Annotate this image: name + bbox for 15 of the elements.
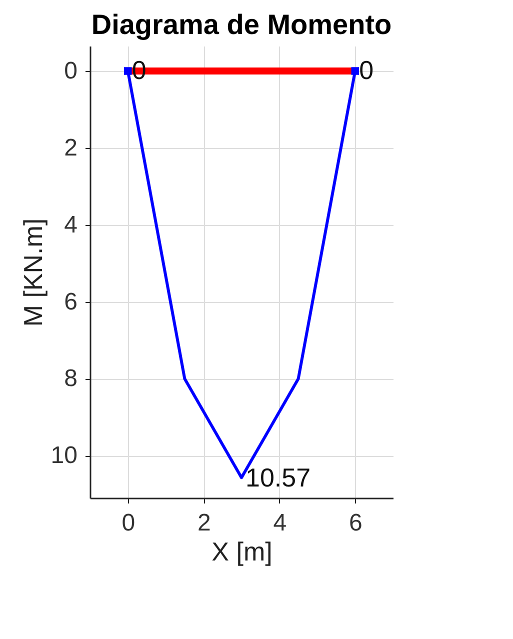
y-tick-label: 6	[64, 288, 78, 316]
y-tick-label: 2	[64, 134, 78, 162]
y-axis-title: M [KN.m]	[18, 218, 48, 327]
x-tick-label: 4	[273, 510, 287, 536]
x-tick-label: 6	[348, 510, 362, 536]
x-axis-title: X [m]	[212, 536, 272, 566]
x-tick-label: 2	[197, 510, 211, 536]
y-tick-label: 4	[64, 211, 78, 238]
y-tick-label: 8	[64, 365, 78, 392]
annotation: 0	[359, 55, 374, 86]
chart-title: Diagrama de Momento	[91, 9, 392, 40]
annotation: 10.57	[246, 462, 311, 493]
y-tick-label: 0	[64, 58, 78, 85]
y-tick-label: 10	[50, 442, 78, 470]
x-tick-label: 0	[122, 510, 136, 536]
